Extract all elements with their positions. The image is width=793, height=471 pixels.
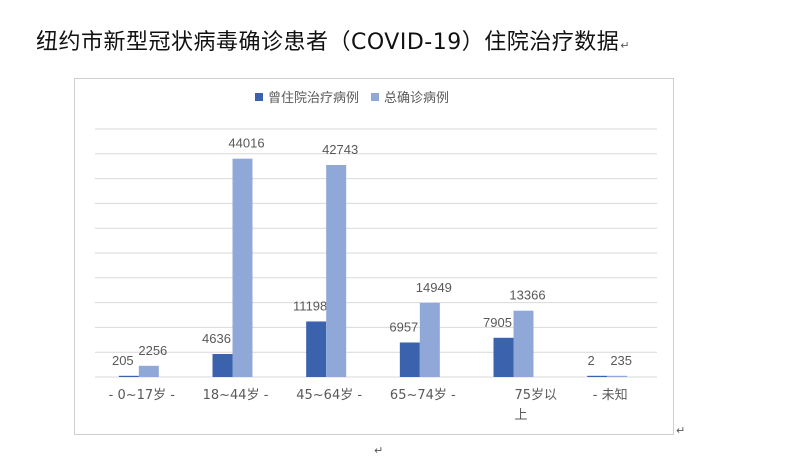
bar-confirmed xyxy=(138,365,159,377)
document-title-text: 纽约市新型冠状病毒确诊患者（COVID-19）住院治疗数据 xyxy=(36,30,620,55)
data-label: 2 xyxy=(588,353,595,368)
paragraph-mark-icon: ↵ xyxy=(374,444,384,457)
bar-hospitalized xyxy=(399,342,420,377)
data-label: 42743 xyxy=(322,142,358,157)
bar-hospitalized xyxy=(306,321,327,377)
bar-hospitalized xyxy=(493,337,514,377)
x-tick-label: 上 xyxy=(515,408,528,423)
x-tick-label: - 0~17岁 - xyxy=(109,388,176,403)
document-title: 纽约市新型冠状病毒确诊患者（COVID-19）住院治疗数据↵ xyxy=(36,24,630,56)
x-tick-label: 45~64岁 - xyxy=(296,388,362,403)
bar-hospitalized xyxy=(587,375,608,377)
data-label: 4636 xyxy=(202,331,231,346)
legend-item-series1: 曾住院治疗病例 xyxy=(255,87,359,106)
bar-chart-plot: 205 2256 - 0~17岁 - 4636 44016 18~44岁 - 11198 42… xyxy=(95,128,657,423)
data-label: 205 xyxy=(112,353,134,368)
x-tick-label: 75岁以 xyxy=(515,388,558,403)
data-label: 6957 xyxy=(389,319,418,334)
legend-label-series1: 曾住院治疗病例 xyxy=(268,91,360,106)
legend-label-series2: 总确诊病例 xyxy=(384,91,450,106)
data-label: 14949 xyxy=(416,280,452,295)
bar-hospitalized xyxy=(118,375,139,377)
data-label: 13366 xyxy=(509,288,545,303)
bar-confirmed xyxy=(232,158,253,377)
data-label: 235 xyxy=(610,353,632,368)
legend-swatch-series1 xyxy=(255,92,263,101)
paragraph-mark-icon: ↵ xyxy=(676,424,686,437)
chart-legend: 曾住院治疗病例 总确诊病例 xyxy=(255,87,449,106)
bar-confirmed xyxy=(419,302,440,377)
bar-confirmed xyxy=(607,375,628,377)
x-tick-label: 18~44岁 - xyxy=(203,388,269,403)
legend-item-series2: 总确诊病例 xyxy=(371,87,449,106)
bar-confirmed xyxy=(326,164,347,377)
bar-confirmed xyxy=(513,310,534,377)
data-label: 2256 xyxy=(138,343,167,358)
data-label: 44016 xyxy=(228,136,264,151)
legend-swatch-series2 xyxy=(371,92,380,101)
paragraph-mark-icon: ↵ xyxy=(620,39,630,52)
x-tick-label: - 未知 xyxy=(593,387,628,403)
data-label: 11198 xyxy=(293,298,327,313)
chart-container[interactable]: 曾住院治疗病例 总确诊病例 205 2256 - 0~17岁 - 4636 44016 1… xyxy=(74,78,674,435)
data-label: 7905 xyxy=(483,315,512,330)
x-tick-label: 65~74岁 - xyxy=(390,388,456,403)
bar-hospitalized xyxy=(212,354,233,377)
